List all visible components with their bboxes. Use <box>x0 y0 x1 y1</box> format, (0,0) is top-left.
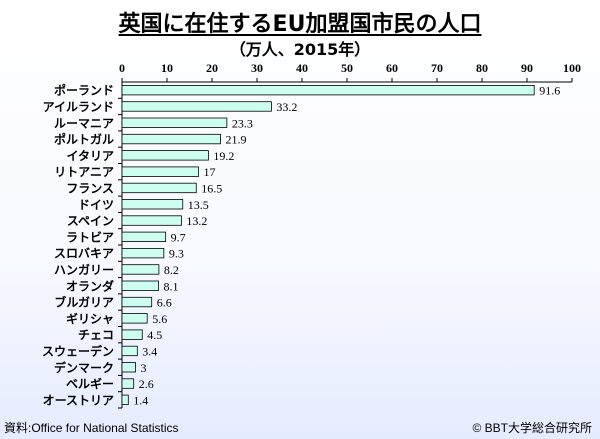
category-label: ルーマニア <box>54 116 114 130</box>
bar <box>121 215 182 226</box>
bar <box>121 199 184 210</box>
value-label: 9.3 <box>169 247 184 261</box>
x-tick-label: 10 <box>161 61 173 75</box>
source-note: 資料:Office for National Statistics <box>4 421 179 435</box>
value-label: 19.2 <box>213 149 234 163</box>
value-label: 91.6 <box>539 84 560 98</box>
category-label: ラトビア <box>66 229 114 244</box>
x-tick-label: 30 <box>251 61 263 75</box>
value-label: 13.5 <box>188 198 209 212</box>
value-label: 4.5 <box>147 328 162 342</box>
x-tick-label: 20 <box>206 61 218 75</box>
value-label: 3.4 <box>142 344 157 358</box>
bar <box>121 345 138 357</box>
bar <box>121 313 148 324</box>
bar <box>121 85 535 96</box>
copyright-note: © BBT大学総合研究所 <box>472 421 592 435</box>
category-label: ベルギー <box>66 376 114 391</box>
bar <box>121 133 221 145</box>
category-label: フランス <box>66 181 114 195</box>
value-label: 8.1 <box>163 279 178 293</box>
x-tick-label: 0 <box>119 61 125 75</box>
value-label: 8.2 <box>164 263 179 277</box>
x-tick-label: 50 <box>341 61 353 75</box>
category-label: チェコ <box>78 328 114 342</box>
bar <box>121 182 197 194</box>
category-label: スウェーデン <box>42 343 114 358</box>
value-label: 3 <box>141 361 147 375</box>
category-label: スペイン <box>67 214 114 228</box>
x-tick-label: 40 <box>296 61 308 75</box>
bar <box>121 394 129 406</box>
value-label: 23.3 <box>232 116 253 130</box>
category-label: ハンガリー <box>54 262 114 277</box>
category-label: ドイツ <box>78 198 114 212</box>
bar <box>121 329 143 340</box>
chart-title: 英国に在住するEU加盟国市民の人口 <box>118 12 482 37</box>
chart-subtitle: （万人、2015年） <box>229 40 371 59</box>
bar <box>121 362 136 373</box>
category-label: デンマーク <box>54 360 114 375</box>
category-label: アイルランド <box>43 100 114 114</box>
bar <box>121 117 228 128</box>
x-tick-label: 100 <box>563 61 581 75</box>
value-label: 17 <box>204 165 216 179</box>
value-label: 13.2 <box>186 214 207 228</box>
value-label: 6.6 <box>157 296 172 310</box>
bar <box>121 231 167 243</box>
bar <box>121 247 165 259</box>
category-label: ギリシャ <box>66 311 114 326</box>
category-label: オランダ <box>66 278 114 293</box>
bar <box>121 150 209 161</box>
x-tick-label: 70 <box>431 61 443 75</box>
category-label: イタリア <box>66 149 114 163</box>
value-label: 33.2 <box>276 100 297 114</box>
bar <box>121 378 135 389</box>
value-label: 9.7 <box>171 230 186 244</box>
category-label: オーストリア <box>43 393 114 407</box>
category-label: ポルトガル <box>54 132 114 147</box>
bar <box>121 101 272 112</box>
bar <box>121 296 153 308</box>
category-label: スロバキア <box>54 247 114 261</box>
value-label: 21.9 <box>226 133 247 147</box>
bar <box>121 280 159 291</box>
value-label: 5.6 <box>152 312 167 326</box>
value-label: 2.6 <box>139 377 154 391</box>
value-label: 16.5 <box>201 181 222 195</box>
bar <box>121 264 160 275</box>
x-tick-label: 60 <box>386 61 398 75</box>
category-label: リトアニア <box>54 165 114 179</box>
category-label: ポーランド <box>54 83 114 98</box>
value-label: 1.4 <box>133 393 148 407</box>
bar <box>121 166 199 177</box>
category-label: ブルガリア <box>54 295 114 310</box>
x-tick-label: 90 <box>521 61 533 75</box>
x-tick-label: 80 <box>476 61 488 75</box>
